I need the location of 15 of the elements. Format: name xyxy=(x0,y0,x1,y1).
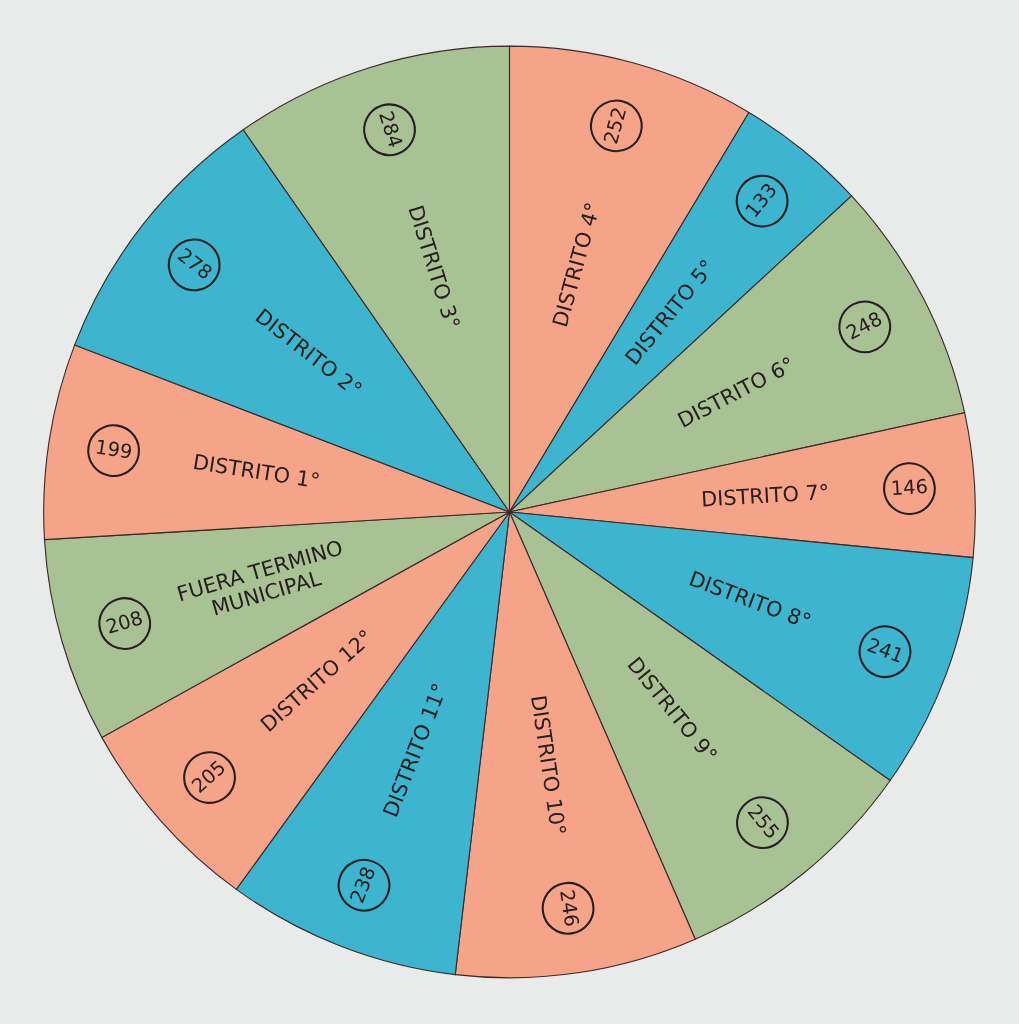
data-label: 133 xyxy=(744,182,778,218)
data-label: 199 xyxy=(96,439,132,459)
slice-label: DISTRITO 10° xyxy=(530,696,567,835)
data-label: 246 xyxy=(559,890,580,927)
data-label: 284 xyxy=(378,110,404,149)
data-label: 241 xyxy=(867,637,904,663)
data-label: 278 xyxy=(177,247,214,280)
data-label: 205 xyxy=(190,759,226,794)
data-label: 208 xyxy=(105,610,143,634)
data-label: 248 xyxy=(845,310,883,340)
data-label: 252 xyxy=(603,107,627,144)
slice-label: DISTRITO 1° xyxy=(194,453,320,489)
data-label: 146 xyxy=(892,478,928,496)
slice-label: DISTRITO 7° xyxy=(702,483,828,507)
data-label: 238 xyxy=(349,865,376,904)
